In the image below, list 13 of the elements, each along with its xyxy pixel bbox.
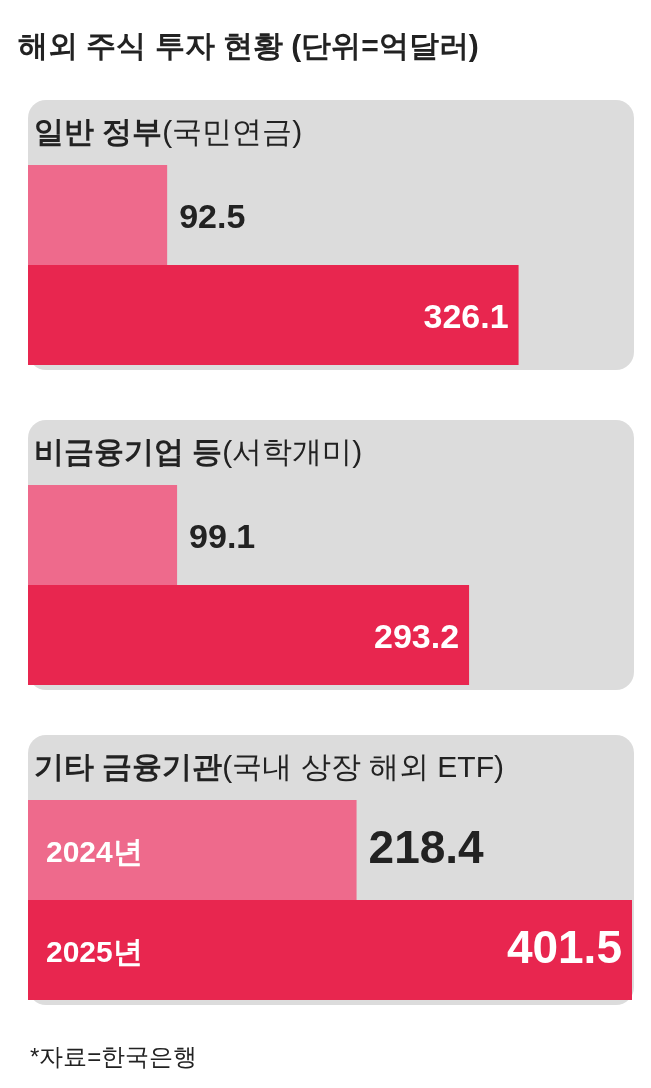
data-label: 326.1: [423, 297, 509, 335]
text: 해외 주식 투자 현황 (단위=억달러): [18, 29, 479, 62]
text: 비금융기업 등(서학개미): [34, 435, 363, 468]
data-label: 92.5: [179, 197, 246, 235]
data-label: 293.2: [373, 617, 460, 655]
text: 기타 금융기관(국내 상장 해외 ETF): [34, 750, 504, 783]
data-label: 401.5: [506, 921, 622, 973]
series-label: 2024년: [46, 835, 143, 868]
series-label: 2025년: [46, 935, 143, 968]
text: 일반 정부(국민연금): [34, 115, 303, 148]
data-label: 99.1: [189, 517, 256, 555]
text: *자료=한국은행: [30, 1043, 198, 1070]
data-label: 218.4: [368, 821, 485, 873]
